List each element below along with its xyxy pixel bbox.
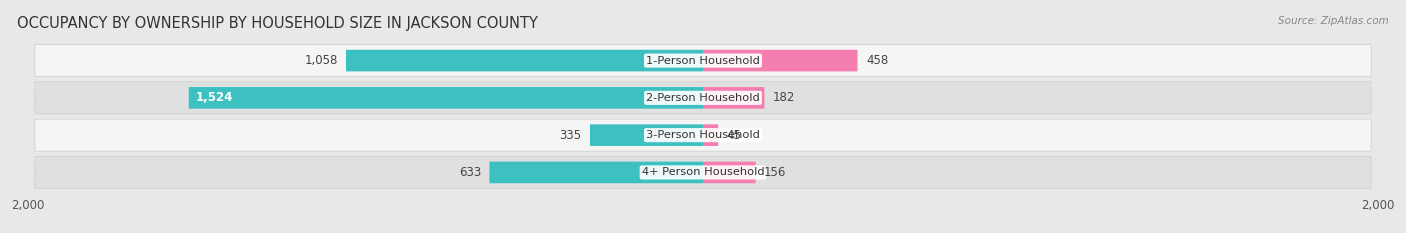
FancyBboxPatch shape [489,162,703,183]
Text: Source: ZipAtlas.com: Source: ZipAtlas.com [1278,16,1389,26]
Text: 1-Person Household: 1-Person Household [647,56,759,65]
FancyBboxPatch shape [346,50,703,71]
Text: 1,058: 1,058 [304,54,337,67]
Text: 458: 458 [866,54,889,67]
FancyBboxPatch shape [35,82,1371,114]
Text: 335: 335 [560,129,582,142]
FancyBboxPatch shape [35,45,1371,77]
Text: 2-Person Household: 2-Person Household [647,93,759,103]
Text: OCCUPANCY BY OWNERSHIP BY HOUSEHOLD SIZE IN JACKSON COUNTY: OCCUPANCY BY OWNERSHIP BY HOUSEHOLD SIZE… [17,16,537,31]
FancyBboxPatch shape [703,87,765,109]
FancyBboxPatch shape [591,124,703,146]
Text: 45: 45 [727,129,741,142]
Text: 156: 156 [763,166,786,179]
Text: 4+ Person Household: 4+ Person Household [641,168,765,177]
FancyBboxPatch shape [703,124,718,146]
Text: 1,524: 1,524 [195,91,233,104]
FancyBboxPatch shape [35,156,1371,188]
FancyBboxPatch shape [703,50,858,71]
Text: 3-Person Household: 3-Person Household [647,130,759,140]
Text: 182: 182 [773,91,796,104]
Text: 633: 633 [458,166,481,179]
FancyBboxPatch shape [703,162,755,183]
FancyBboxPatch shape [188,87,703,109]
FancyBboxPatch shape [35,119,1371,151]
